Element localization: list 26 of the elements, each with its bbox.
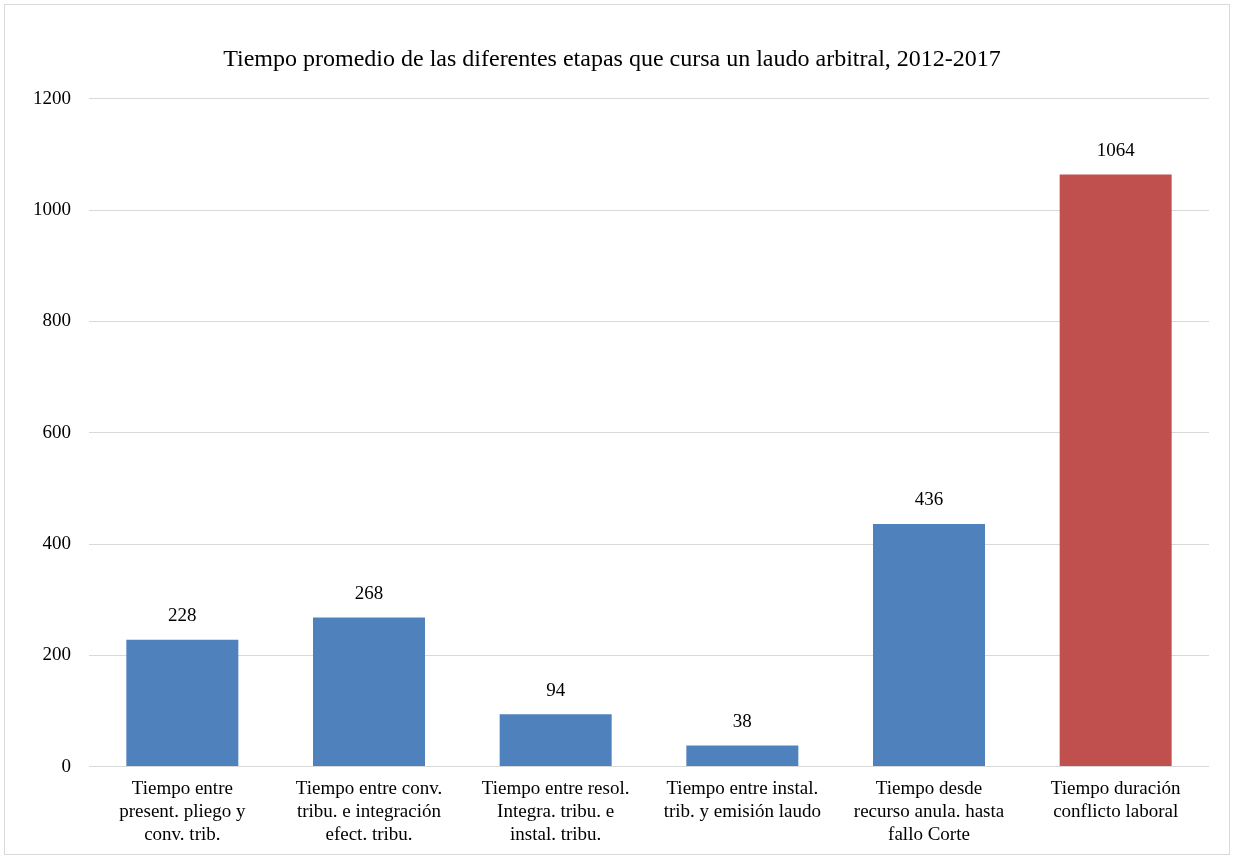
x-tick-label: Tiempo entre instal. trib. y emisión laudo — [663, 776, 821, 821]
y-tick-label: 400 — [42, 531, 71, 553]
bar — [126, 639, 239, 767]
y-tick-label: 200 — [42, 643, 71, 665]
y-tick-label: 1200 — [33, 86, 71, 108]
bar — [499, 714, 612, 767]
data-label: 268 — [354, 581, 384, 603]
data-label: 94 — [546, 678, 566, 700]
y-tick-label: 600 — [42, 420, 71, 442]
x-tick-label: Tiempo desde recurso anula. hasta fallo Corte — [853, 776, 1005, 844]
x-tick-label: Tiempo entre present. pliego y conv. trib. — [119, 776, 246, 844]
data-label: 38 — [732, 709, 752, 731]
data-label: 228 — [168, 604, 197, 626]
bar — [873, 523, 985, 767]
x-tick-label: Tiempo entre resol. Integra. tribu. e instal. tribu. — [481, 776, 630, 844]
x-tick-label: Tiempo duración conflicto laboral — [1050, 776, 1181, 821]
data-label: 1064 — [1096, 138, 1136, 160]
bar — [313, 617, 425, 767]
y-tick-label: 800 — [42, 309, 71, 331]
bar — [1059, 174, 1172, 767]
x-tick-label: Tiempo entre conv. tribu. e integración efect. tribu. — [295, 776, 443, 844]
bar — [686, 745, 799, 767]
chart-title: Tiempo promedio de las diferentes etapas que cursa un laudo arbitral, 2012-2017 — [223, 44, 1001, 71]
y-tick-label: 1000 — [33, 198, 71, 220]
data-label: 436 — [914, 488, 944, 510]
y-tick-label: 0 — [61, 754, 71, 776]
